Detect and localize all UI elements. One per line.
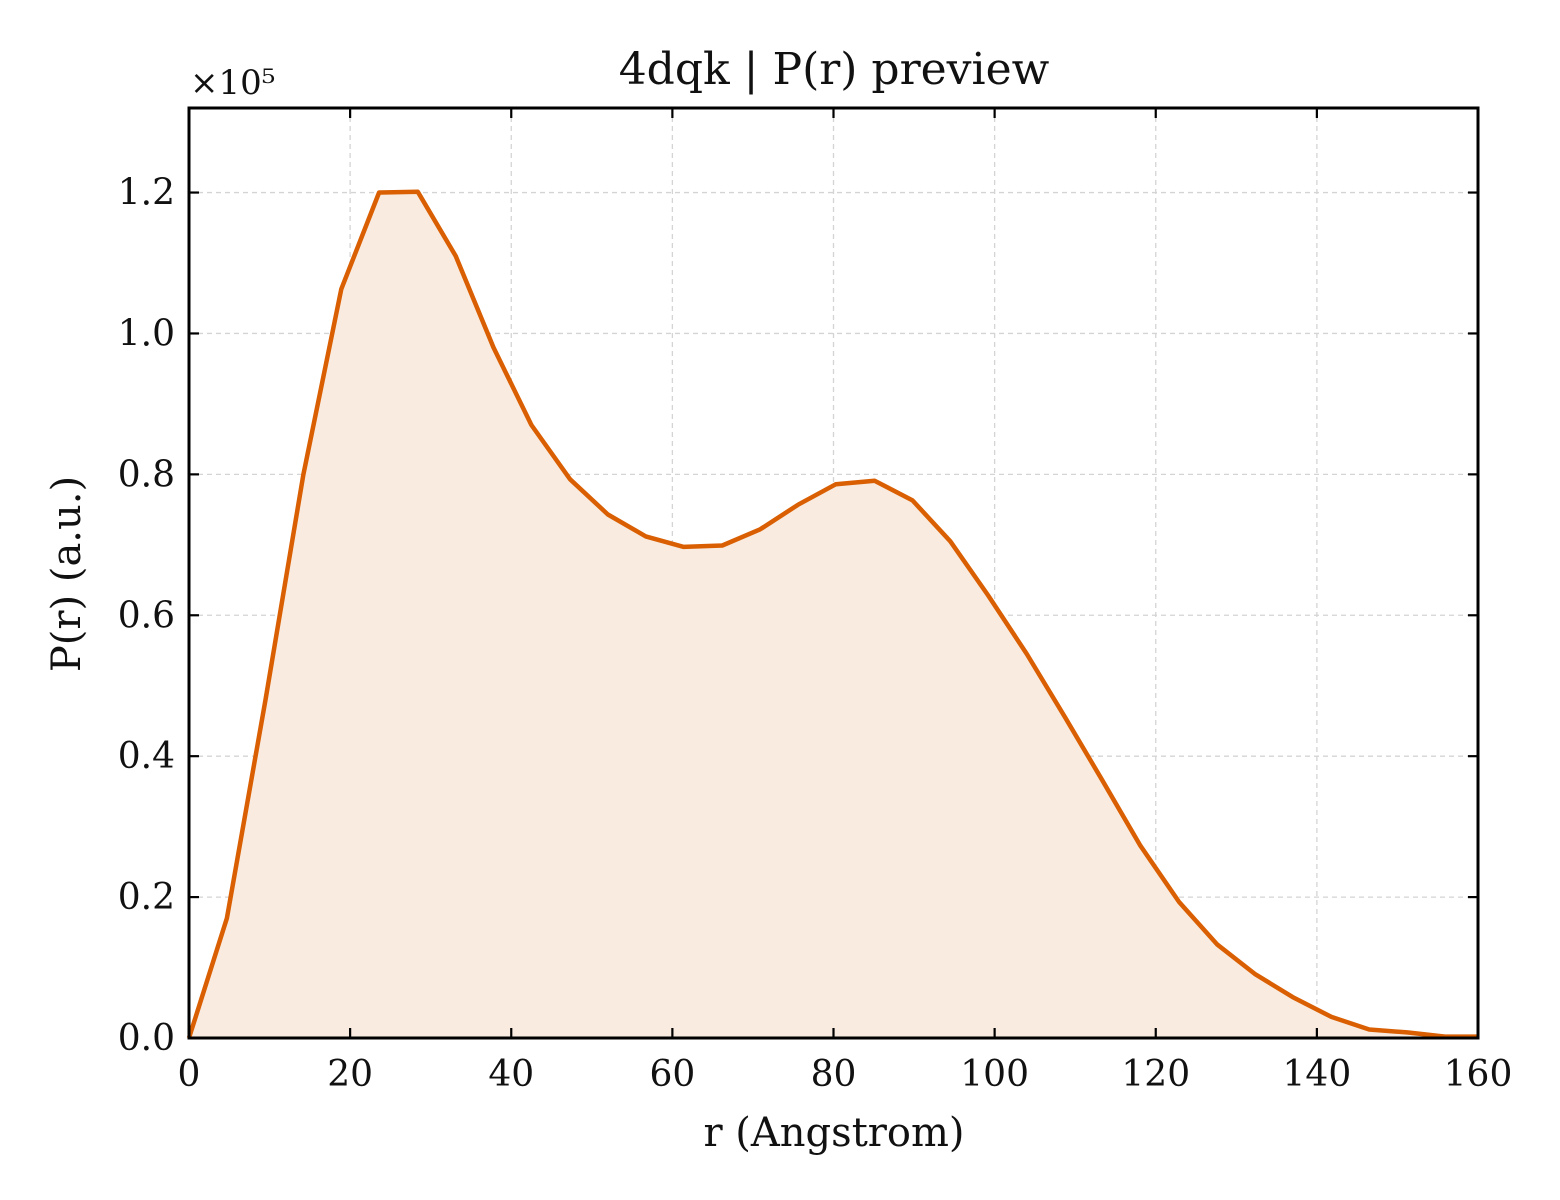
- y-tick-label: 0.4: [118, 736, 175, 777]
- y-tick-label: 0.0: [118, 1018, 175, 1059]
- y-tick-label: 1.2: [118, 173, 175, 214]
- x-tick-label: 160: [1444, 1054, 1513, 1095]
- axis-ticks: [187, 108, 1480, 1040]
- x-tick-label: 80: [811, 1054, 857, 1095]
- series-area-fill: [189, 191, 1478, 1039]
- x-axis-label: r (Angstrom): [703, 1110, 964, 1156]
- x-tick-label: 140: [1283, 1054, 1352, 1095]
- y-tick-label: 0.8: [118, 454, 175, 495]
- x-tick-label: 40: [488, 1054, 534, 1095]
- x-tick-label: 100: [960, 1054, 1029, 1095]
- x-tick-labels: 0 20 40 60 80 100 120 140 160: [178, 1054, 1513, 1095]
- x-tick-label: 120: [1121, 1054, 1190, 1095]
- y-axis-label: P(r) (a.u.): [44, 476, 90, 672]
- x-tick-label: 20: [327, 1054, 373, 1095]
- y-tick-label: 1.0: [118, 313, 175, 354]
- y-tick-label: 0.2: [118, 877, 175, 918]
- y-tick-labels: 0.0 0.2 0.4 0.6 0.8 1.0 1.2: [118, 173, 175, 1059]
- y-tick-label: 0.6: [118, 595, 175, 636]
- y-axis-multiplier: ×10⁵: [190, 63, 275, 103]
- chart-title: 4dqk | P(r) preview: [619, 44, 1050, 95]
- x-tick-label: 0: [178, 1054, 201, 1095]
- x-tick-label: 60: [649, 1054, 695, 1095]
